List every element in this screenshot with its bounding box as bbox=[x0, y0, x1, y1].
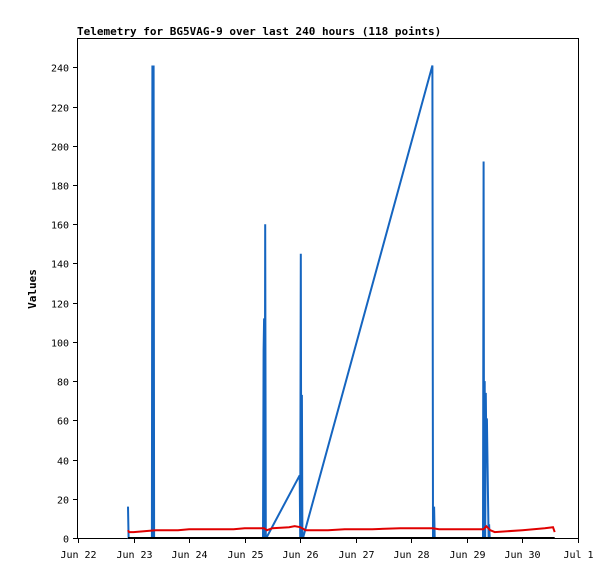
series-line-1 bbox=[127, 65, 491, 539]
y-tick-label: 40 bbox=[57, 457, 69, 468]
y-tick-label: 0 bbox=[63, 535, 69, 546]
y-tick-label: 180 bbox=[51, 182, 69, 193]
x-axis: Jun 22 Jun 23 Jun 24 Jun 25 Jun 26 Jun 27 Jun … bbox=[60, 538, 594, 561]
x-tick-label: Jun 23 bbox=[116, 550, 152, 561]
y-tick-label: 120 bbox=[51, 300, 69, 311]
y-tick-label: 160 bbox=[51, 221, 69, 232]
y-tick-label: 20 bbox=[57, 496, 69, 507]
x-tick-label: Jun 24 bbox=[171, 550, 207, 561]
y-axis-label: Values bbox=[26, 269, 39, 309]
y-tick-label: 100 bbox=[51, 339, 69, 350]
x-tick-label: Jun 26 bbox=[282, 550, 318, 561]
y-tick-label: 80 bbox=[57, 378, 69, 389]
y-tick-label: 60 bbox=[57, 417, 69, 428]
chart-title: Telemetry for BG5VAG-9 over last 240 hou… bbox=[77, 25, 441, 38]
series-group bbox=[127, 65, 556, 539]
x-tick-label: Jul 1 bbox=[563, 550, 593, 561]
x-tick-label: Jun 25 bbox=[227, 550, 263, 561]
y-tick-label: 220 bbox=[51, 104, 69, 115]
x-tick-label: Jun 30 bbox=[504, 550, 540, 561]
y-tick-label: 200 bbox=[51, 143, 69, 154]
x-tick-label: Jun 28 bbox=[393, 550, 429, 561]
y-tick-label: 240 bbox=[51, 64, 69, 75]
x-tick-label: Jun 27 bbox=[338, 550, 374, 561]
x-tick-label: Jun 29 bbox=[449, 550, 485, 561]
series-line-2 bbox=[127, 524, 556, 534]
y-axis: 0 20 40 60 80 100 120 140 160 180 200 220 240 bbox=[51, 64, 78, 546]
y-tick-label: 140 bbox=[51, 260, 69, 271]
x-tick-label: Jun 22 bbox=[60, 550, 96, 561]
